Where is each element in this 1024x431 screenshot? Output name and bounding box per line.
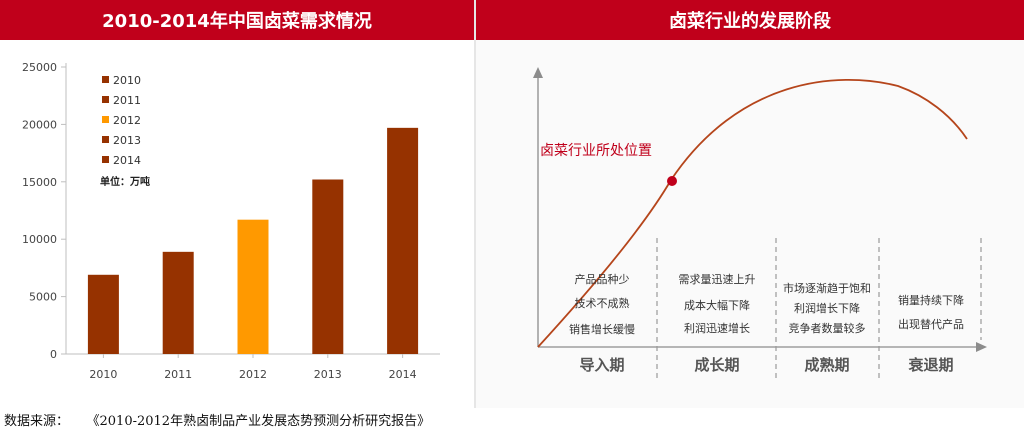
stage-name: 成长期 bbox=[694, 356, 739, 374]
source-text: 《2010-2012年熟卤制品产业发展态势预测分析研究报告》 bbox=[93, 414, 431, 429]
stage-note: 利润迅速增长 bbox=[684, 321, 750, 335]
legend-swatch-2011 bbox=[102, 96, 109, 103]
stage-name: 成熟期 bbox=[804, 356, 849, 374]
stage-note: 销量持续下降 bbox=[898, 293, 964, 307]
stage-note: 技术不成熟 bbox=[575, 296, 630, 310]
y-tick-label: 25000 bbox=[22, 61, 57, 74]
stage-note: 出现替代产品 bbox=[898, 317, 964, 331]
demand-chart-panel: 2010-2014年中国卤菜需求情况 0 5000 10000 15000 20000 2… bbox=[0, 0, 474, 408]
x-tick-label: 2010 bbox=[89, 368, 117, 381]
stage-note: 市场逐渐趋于饱和 bbox=[783, 281, 871, 295]
legend-label-2011: 2011 bbox=[113, 94, 141, 107]
demand-chart-title: 2010-2014年中国卤菜需求情况 bbox=[0, 0, 474, 40]
unit-label: 单位：万吨 bbox=[100, 175, 150, 188]
bar-2013 bbox=[312, 179, 344, 354]
stage-note: 销售增长缓慢 bbox=[569, 322, 635, 336]
stage-name: 衰退期 bbox=[907, 356, 953, 374]
y-tick-label: 20000 bbox=[22, 118, 57, 131]
stage-note: 需求量迅速上升 bbox=[679, 273, 756, 286]
stage-note: 产品品种少 bbox=[575, 272, 630, 286]
bar-2010 bbox=[87, 274, 119, 354]
bar-2011 bbox=[162, 251, 194, 354]
position-label: 卤菜行业所处位置 bbox=[540, 143, 652, 159]
y-axis-arrow bbox=[533, 67, 543, 78]
stage-note: 成本大幅下降 bbox=[684, 298, 750, 312]
lifecycle-title: 卤菜行业的发展阶段 bbox=[476, 0, 1024, 40]
legend-swatch-2012 bbox=[102, 116, 109, 123]
stage-note: 利润增长下降 bbox=[794, 301, 860, 315]
legend-label-2014: 2014 bbox=[113, 154, 141, 167]
panel-divider bbox=[474, 0, 476, 408]
source-label: 数据来源： bbox=[4, 414, 70, 429]
y-tick-label: 5000 bbox=[29, 291, 57, 304]
data-source-note: 数据来源： 《2010-2012年熟卤制品产业发展态势预测分析研究报告》 bbox=[4, 410, 430, 429]
legend-label-2010: 2010 bbox=[113, 74, 141, 87]
legend-label-2013: 2013 bbox=[113, 134, 141, 147]
legend-swatch-2010 bbox=[102, 76, 109, 83]
x-tick-label: 2012 bbox=[239, 368, 267, 381]
lifecycle-panel: 卤菜行业的发展阶段 卤菜行业所处位置产品品种少技术不成熟销售增长缓慢导入期 需求量… bbox=[476, 0, 1024, 408]
x-tick-label: 2013 bbox=[314, 368, 342, 381]
x-tick-label: 2014 bbox=[389, 368, 417, 381]
bar-2012 bbox=[237, 219, 269, 354]
lifecycle-curve bbox=[537, 78, 968, 348]
y-tick-label: 10000 bbox=[22, 233, 57, 246]
position-marker bbox=[667, 176, 677, 186]
legend-swatch-2013 bbox=[102, 136, 109, 143]
legend-swatch-2014 bbox=[102, 156, 109, 163]
stage-note: 竞争者数量较多 bbox=[789, 321, 866, 335]
x-axis-arrow bbox=[976, 342, 987, 352]
y-tick-label: 15000 bbox=[22, 176, 57, 189]
y-tick-label: 0 bbox=[50, 348, 57, 361]
legend-label-2012: 2012 bbox=[113, 114, 141, 127]
stage-name: 导入期 bbox=[579, 356, 624, 374]
bar-2014 bbox=[387, 127, 419, 355]
x-tick-label: 2011 bbox=[164, 368, 192, 381]
demand-bar-chart: 0 5000 10000 15000 20000 25000 2010 2011 2012 201… bbox=[22, 61, 440, 381]
